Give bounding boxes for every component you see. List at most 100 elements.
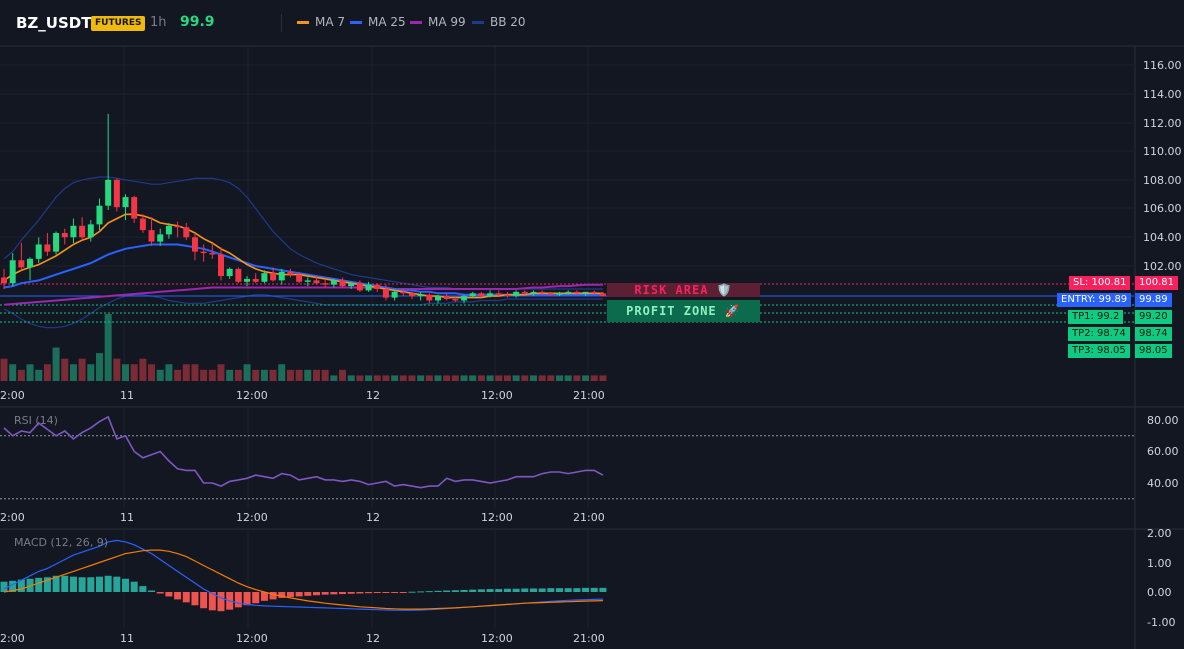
macd-histogram-bar bbox=[208, 592, 216, 611]
candle-body bbox=[391, 291, 398, 298]
candle-body bbox=[157, 234, 164, 242]
time-tick: 2:00 bbox=[0, 389, 25, 402]
volume-bar bbox=[573, 375, 581, 381]
volume-bar bbox=[443, 375, 451, 381]
macd-histogram-bar bbox=[521, 588, 529, 592]
price-tick: 114.00 bbox=[1143, 88, 1182, 101]
volume-bar bbox=[43, 364, 51, 381]
legend-ma99[interactable]: MA 99 bbox=[410, 15, 466, 29]
volume-bar bbox=[278, 364, 286, 381]
volume-bar bbox=[339, 369, 347, 381]
volume-bar bbox=[417, 375, 425, 381]
volume-bar bbox=[148, 364, 156, 381]
legend-bb20[interactable]: BB 20 bbox=[472, 15, 526, 29]
bb-upper-line bbox=[3, 176, 603, 290]
rsi-tick: 80.00 bbox=[1147, 414, 1179, 427]
volume-bar bbox=[208, 369, 216, 381]
time-tick: 21:00 bbox=[573, 389, 605, 402]
volume-bar bbox=[174, 369, 182, 381]
volume-bar bbox=[252, 369, 260, 381]
volume-bar bbox=[0, 358, 8, 381]
candle-body bbox=[278, 271, 285, 281]
volume-bar bbox=[95, 353, 103, 381]
volume-bar bbox=[391, 375, 399, 381]
candle-body bbox=[174, 225, 181, 228]
macd-histogram-bar bbox=[382, 592, 390, 593]
macd-histogram-bar bbox=[260, 592, 268, 601]
macd-tick: 1.00 bbox=[1147, 557, 1172, 570]
candle-body bbox=[148, 230, 155, 242]
volume-bar bbox=[495, 375, 503, 381]
macd-histogram-bar bbox=[52, 575, 60, 592]
volume-bar bbox=[122, 364, 130, 381]
macd-histogram-bar bbox=[148, 590, 156, 592]
volume-bar bbox=[486, 375, 494, 381]
volume-bar bbox=[503, 375, 511, 381]
macd-histogram-bar bbox=[156, 592, 164, 594]
candle-body bbox=[122, 197, 129, 208]
macd-histogram-bar bbox=[538, 588, 546, 592]
volume-bar bbox=[425, 375, 433, 381]
macd-histogram-bar bbox=[512, 588, 520, 592]
volume-bar bbox=[217, 364, 225, 381]
macd-histogram-bar bbox=[547, 588, 555, 592]
macd-histogram-bar bbox=[278, 592, 286, 598]
price-tick: 108.00 bbox=[1143, 174, 1182, 187]
candle-body bbox=[339, 280, 346, 287]
interval-selector[interactable]: 1h bbox=[150, 15, 167, 30]
candle-body bbox=[105, 179, 112, 206]
volume-bar bbox=[312, 369, 320, 381]
volume-bar bbox=[382, 375, 390, 381]
legend-ma25[interactable]: MA 25 bbox=[350, 15, 406, 29]
candle-body bbox=[400, 291, 407, 294]
candle-body bbox=[235, 268, 242, 282]
candle-body bbox=[252, 278, 259, 282]
macd-histogram-bar bbox=[269, 592, 277, 600]
macd-histogram-bar bbox=[417, 591, 425, 593]
time-tick: 2:00 bbox=[0, 632, 25, 645]
macd-histogram-bar bbox=[460, 589, 468, 592]
time-tick: 2:00 bbox=[0, 511, 25, 524]
macd-tick: -1.00 bbox=[1147, 616, 1175, 629]
volume-bar bbox=[286, 369, 294, 381]
macd-histogram-bar bbox=[35, 577, 43, 592]
macd-histogram-bar bbox=[503, 588, 511, 592]
volume-bar bbox=[347, 375, 355, 381]
volume-bar bbox=[165, 364, 173, 381]
volume-bar bbox=[26, 364, 34, 381]
volume-bar bbox=[156, 369, 164, 381]
legend-ma7[interactable]: MA 7 bbox=[297, 15, 345, 29]
candle-body bbox=[96, 205, 103, 225]
macd-signal-line bbox=[3, 549, 603, 610]
candle-body bbox=[304, 280, 311, 282]
candle-body bbox=[539, 291, 546, 294]
volume-bar bbox=[451, 375, 459, 381]
time-tick: 12:00 bbox=[481, 389, 513, 402]
legend-ma25-label: MA 25 bbox=[368, 15, 406, 29]
time-tick: 12 bbox=[366, 632, 380, 645]
candle-body bbox=[591, 291, 598, 294]
macd-histogram-bar bbox=[556, 588, 564, 592]
symbol-name[interactable]: BZ_USDT bbox=[16, 14, 92, 32]
macd-histogram-bar bbox=[113, 576, 121, 592]
legend-bb20-label: BB 20 bbox=[490, 15, 526, 29]
macd-histogram-bar bbox=[529, 588, 537, 592]
trade-levels bbox=[0, 283, 1134, 323]
candle-body bbox=[487, 293, 494, 297]
candle-body bbox=[287, 271, 294, 275]
volume-bar bbox=[477, 375, 485, 381]
volume-bar bbox=[35, 369, 43, 381]
legend-ma99-label: MA 99 bbox=[428, 15, 466, 29]
time-tick: 11 bbox=[120, 389, 134, 402]
candle-body bbox=[313, 280, 320, 284]
macd-histogram-bar bbox=[477, 589, 485, 592]
candle-body bbox=[322, 283, 329, 285]
sl-price-tag: 100.81 bbox=[1135, 276, 1178, 290]
legend-ma7-label: MA 7 bbox=[315, 15, 346, 29]
candle-body bbox=[226, 268, 233, 277]
candle-body bbox=[469, 293, 476, 297]
candle-body bbox=[365, 284, 372, 291]
candle-body bbox=[599, 293, 606, 297]
candle-body bbox=[426, 294, 433, 301]
